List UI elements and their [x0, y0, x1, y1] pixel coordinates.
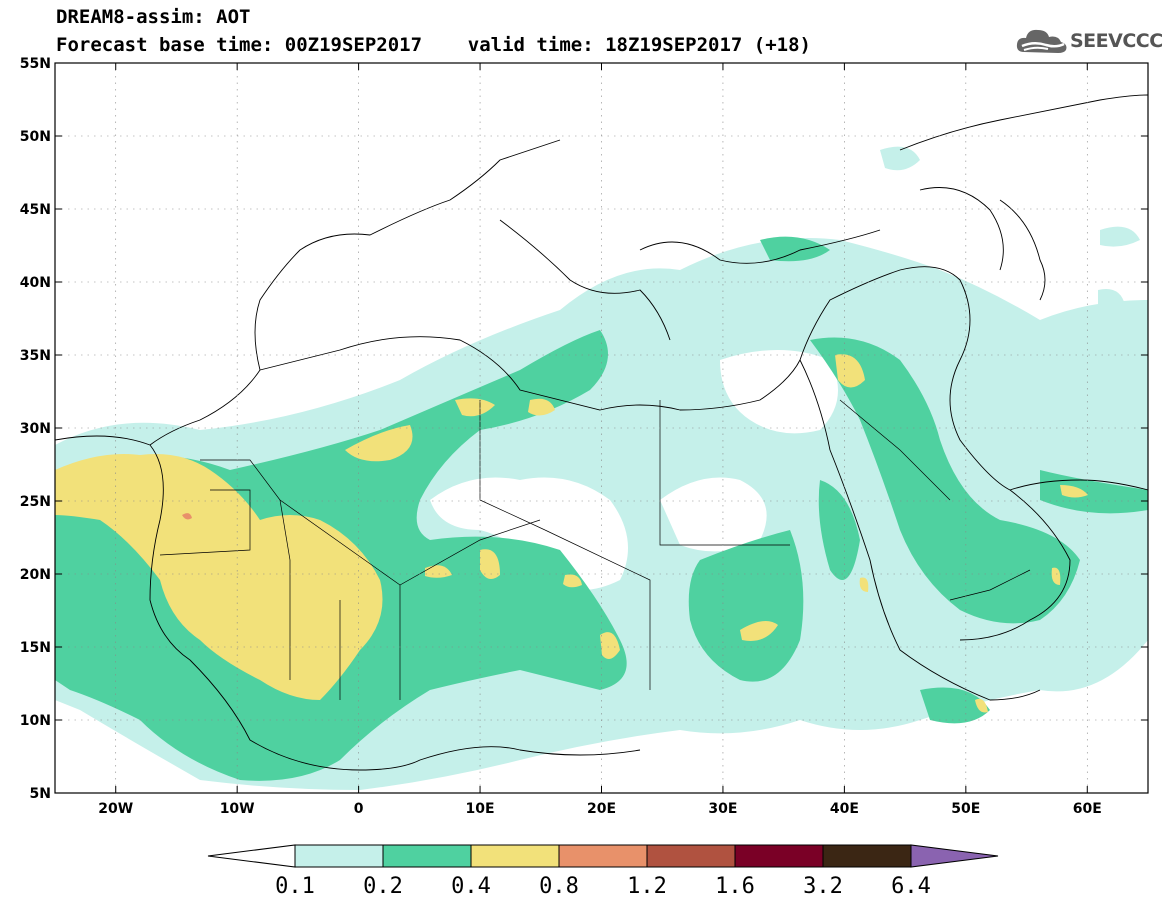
logo-text: SEEVCCC: [1070, 30, 1163, 52]
lat-tick-label: 55N: [20, 56, 51, 72]
lat-tick-label: 10N: [20, 713, 51, 729]
borders: [159, 399, 1031, 700]
colorbar-segment: [558, 844, 648, 868]
colorbar: 0.1 0.2 0.4 0.8 1.2 1.6 3.2 6.4: [207, 844, 999, 899]
aot-band-0.4-0.8: [55, 354, 1088, 713]
lon-tick-label: 10E: [466, 801, 495, 817]
colorbar-level-label: 1.2: [627, 874, 667, 899]
colorbar-level-label: 0.8: [539, 874, 579, 899]
lon-tick-label: 20E: [587, 801, 616, 817]
lat-tick-label: 40N: [20, 275, 51, 291]
cloud-icon: [1016, 29, 1067, 53]
lon-tick-label: 0: [354, 801, 364, 817]
coastlines: [55, 94, 1148, 771]
lon-tick-label: 50E: [951, 801, 980, 817]
gridlines: [55, 63, 1148, 793]
map-title: DREAM8-assim: AOT: [56, 6, 251, 28]
colorbar-segment: [470, 844, 560, 868]
lon-tick-label: 10W: [220, 801, 255, 817]
colorbar-level-label: 0.1: [275, 874, 315, 899]
colorbar-level-label: 0.2: [363, 874, 403, 899]
lon-tick-label: 30E: [708, 801, 737, 817]
colorbar-segment: [734, 844, 824, 868]
colorbar-level-label: 1.6: [715, 874, 755, 899]
colorbar-segment: [382, 844, 472, 868]
lat-tick-label: 35N: [20, 348, 51, 364]
colorbar-level-label: 0.4: [451, 874, 491, 899]
colorbar-level-label: 3.2: [803, 874, 843, 899]
lon-tick-label: 40E: [830, 801, 859, 817]
colorbar-low-arrow: [207, 844, 296, 868]
lat-tick-label: 5N: [30, 786, 51, 802]
seevccc-logo: SEEVCCC: [1016, 26, 1163, 56]
lon-tick-label: 60E: [1073, 801, 1102, 817]
lat-tick-label: 25N: [20, 494, 51, 510]
aot-band-below-0.1: [430, 350, 838, 590]
lat-tick-label: 50N: [20, 129, 51, 145]
lat-tick-label: 15N: [20, 640, 51, 656]
axis-ticks: 55N 50N 45N 40N 35N 30N 25N 20N 15N 10N 5N 20W 10W 0 1…: [20, 56, 1148, 817]
lat-tick-label: 45N: [20, 202, 51, 218]
aot-band-0.8-1.2: [182, 513, 192, 520]
colorbar-segment: [822, 844, 912, 868]
lon-tick-label: 20W: [98, 801, 133, 817]
colorbar-high-arrow: [910, 844, 999, 868]
colorbar-segment: [294, 844, 384, 868]
lat-tick-label: 20N: [20, 567, 51, 583]
colorbar-segment: [646, 844, 736, 868]
forecast-time-line: Forecast base time: 00Z19SEP2017 valid t…: [56, 34, 811, 56]
colorbar-level-label: 6.4: [891, 874, 931, 899]
lat-tick-label: 30N: [20, 421, 51, 437]
